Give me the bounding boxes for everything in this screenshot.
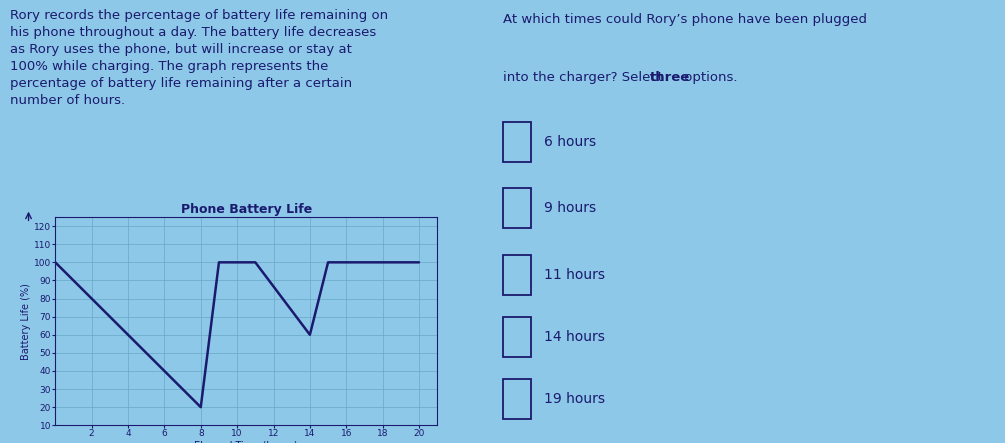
Title: Phone Battery Life: Phone Battery Life (181, 203, 312, 216)
Text: into the charger? Select: into the charger? Select (502, 71, 667, 84)
Text: three: three (650, 71, 690, 84)
Text: 19 hours: 19 hours (544, 392, 605, 406)
Text: 9 hours: 9 hours (544, 201, 596, 215)
X-axis label: Elapsed Time (hours): Elapsed Time (hours) (194, 441, 298, 443)
Text: 14 hours: 14 hours (544, 330, 605, 344)
Text: 11 hours: 11 hours (544, 268, 605, 282)
Text: 6 hours: 6 hours (544, 135, 596, 149)
Text: options.: options. (679, 71, 737, 84)
Y-axis label: Battery Life (%): Battery Life (%) (21, 283, 31, 360)
Text: At which times could Rory’s phone have been plugged: At which times could Rory’s phone have b… (502, 13, 866, 26)
Text: Rory records the percentage of battery life remaining on
his phone throughout a : Rory records the percentage of battery l… (10, 9, 388, 107)
